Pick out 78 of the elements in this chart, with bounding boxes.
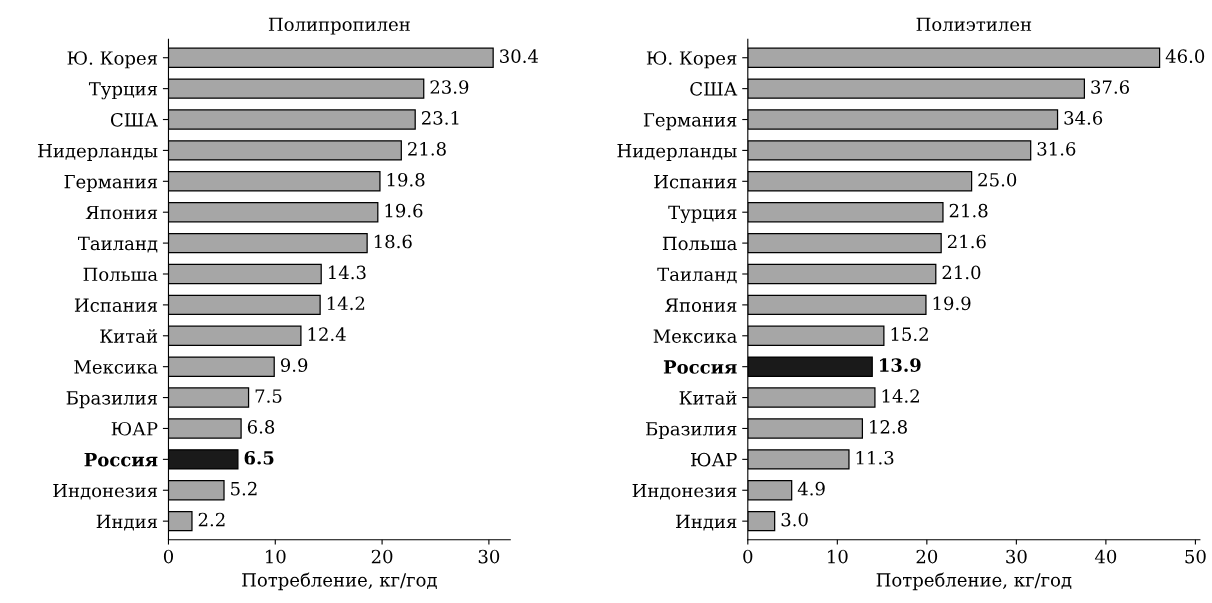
y-tick-label: Индия xyxy=(676,514,737,531)
x-tick-label: 30 xyxy=(1006,549,1027,564)
x-tick-label: 0 xyxy=(743,549,753,564)
y-tick-label: Япония xyxy=(665,298,737,312)
y-tick-label: Россия xyxy=(84,453,158,467)
y-tick-label: Нидерланды xyxy=(617,144,737,162)
y-tick-label: Индонезия xyxy=(53,483,158,500)
data-label: 14.2 xyxy=(327,296,365,311)
data-label: 30.4 xyxy=(500,49,539,63)
y-tick-label: Испания xyxy=(74,298,158,312)
y-tick-label: США xyxy=(690,82,738,96)
data-label: 18.6 xyxy=(374,234,412,249)
y-tick-label: Китай xyxy=(100,329,158,343)
data-label: 21.8 xyxy=(408,142,446,156)
data-label: 19.9 xyxy=(933,296,971,311)
y-tick-label: Россия xyxy=(663,360,737,374)
y-tick-label: Бразилия xyxy=(646,422,737,440)
data-label: 25.0 xyxy=(978,172,1017,187)
data-label: 3.0 xyxy=(781,512,808,527)
data-label: 23.9 xyxy=(430,80,469,94)
data-label: 34.6 xyxy=(1064,111,1103,125)
data-label: 14.2 xyxy=(882,389,919,403)
y-tick-label: Мексика xyxy=(74,360,158,374)
data-label: 7.5 xyxy=(255,389,282,403)
y-tick-label: Мексика xyxy=(653,329,737,343)
y-tick-label: ЮАР xyxy=(691,452,737,467)
data-label: 14.3 xyxy=(328,265,366,280)
x-axis-title: Потребление, кг/год xyxy=(242,572,437,591)
data-label: 23.1 xyxy=(421,111,459,125)
x-tick-label: 30 xyxy=(478,549,500,564)
data-label: 12.8 xyxy=(870,420,907,434)
data-label: 37.6 xyxy=(1091,80,1130,94)
y-tick-label: Турция xyxy=(668,205,737,223)
data-label: 11.3 xyxy=(856,450,894,465)
y-tick-label: Польша xyxy=(662,236,737,251)
y-tick-label: Индонезия xyxy=(632,483,737,500)
chart-title: Полиэтилен xyxy=(916,17,1032,32)
data-label: 19.6 xyxy=(385,203,423,218)
y-tick-label: Германия xyxy=(64,175,158,192)
data-label: 21.8 xyxy=(949,203,988,218)
data-label: 6.5 xyxy=(244,450,274,465)
y-tick-label: Таиланд xyxy=(77,236,158,253)
data-label: 4.9 xyxy=(797,481,825,496)
y-tick-label: ЮАР xyxy=(111,421,158,436)
y-tick-label: Германия xyxy=(643,113,737,131)
y-tick-label: Ю. Корея xyxy=(646,51,737,69)
y-tick-label: Ю. Корея xyxy=(67,51,158,69)
data-label: 5.2 xyxy=(231,481,257,496)
y-tick-label: Индия xyxy=(96,514,158,531)
y-tick-label: Китай xyxy=(679,390,737,405)
data-label: 6.8 xyxy=(247,420,275,434)
data-label: 13.9 xyxy=(880,358,921,372)
y-tick-label: Турция xyxy=(88,82,158,100)
y-tick-label: Польша xyxy=(83,267,158,282)
x-tick-label: 10 xyxy=(265,549,286,564)
x-tick-label: 0 xyxy=(163,549,174,564)
data-label: 12.4 xyxy=(308,327,346,342)
data-label: 46.0 xyxy=(1165,49,1205,63)
data-label: 15.2 xyxy=(891,327,928,342)
data-label: 2.2 xyxy=(198,512,225,527)
data-label: 21.6 xyxy=(947,234,986,249)
data-label: 9.9 xyxy=(280,358,308,372)
y-tick-label: Таиланд xyxy=(657,267,737,284)
x-tick-label: 50 xyxy=(1185,549,1206,564)
y-tick-label: Япония xyxy=(85,205,158,220)
y-tick-label: США xyxy=(110,112,158,127)
x-tick-label: 10 xyxy=(828,549,848,564)
x-tick-label: 20 xyxy=(916,549,938,564)
y-tick-label: Бразилия xyxy=(66,391,158,409)
y-tick-label: Нидерланды xyxy=(38,144,158,162)
data-label: 19.8 xyxy=(387,172,425,187)
data-label: 21.0 xyxy=(942,265,981,280)
x-tick-label: 40 xyxy=(1094,549,1117,564)
x-tick-label: 20 xyxy=(371,549,393,564)
data-label: 31.6 xyxy=(1037,142,1076,156)
chart-title: Полипропилен xyxy=(268,17,410,35)
x-axis-title: Потребление, кг/год xyxy=(876,572,1072,591)
y-tick-label: Испания xyxy=(654,175,737,189)
